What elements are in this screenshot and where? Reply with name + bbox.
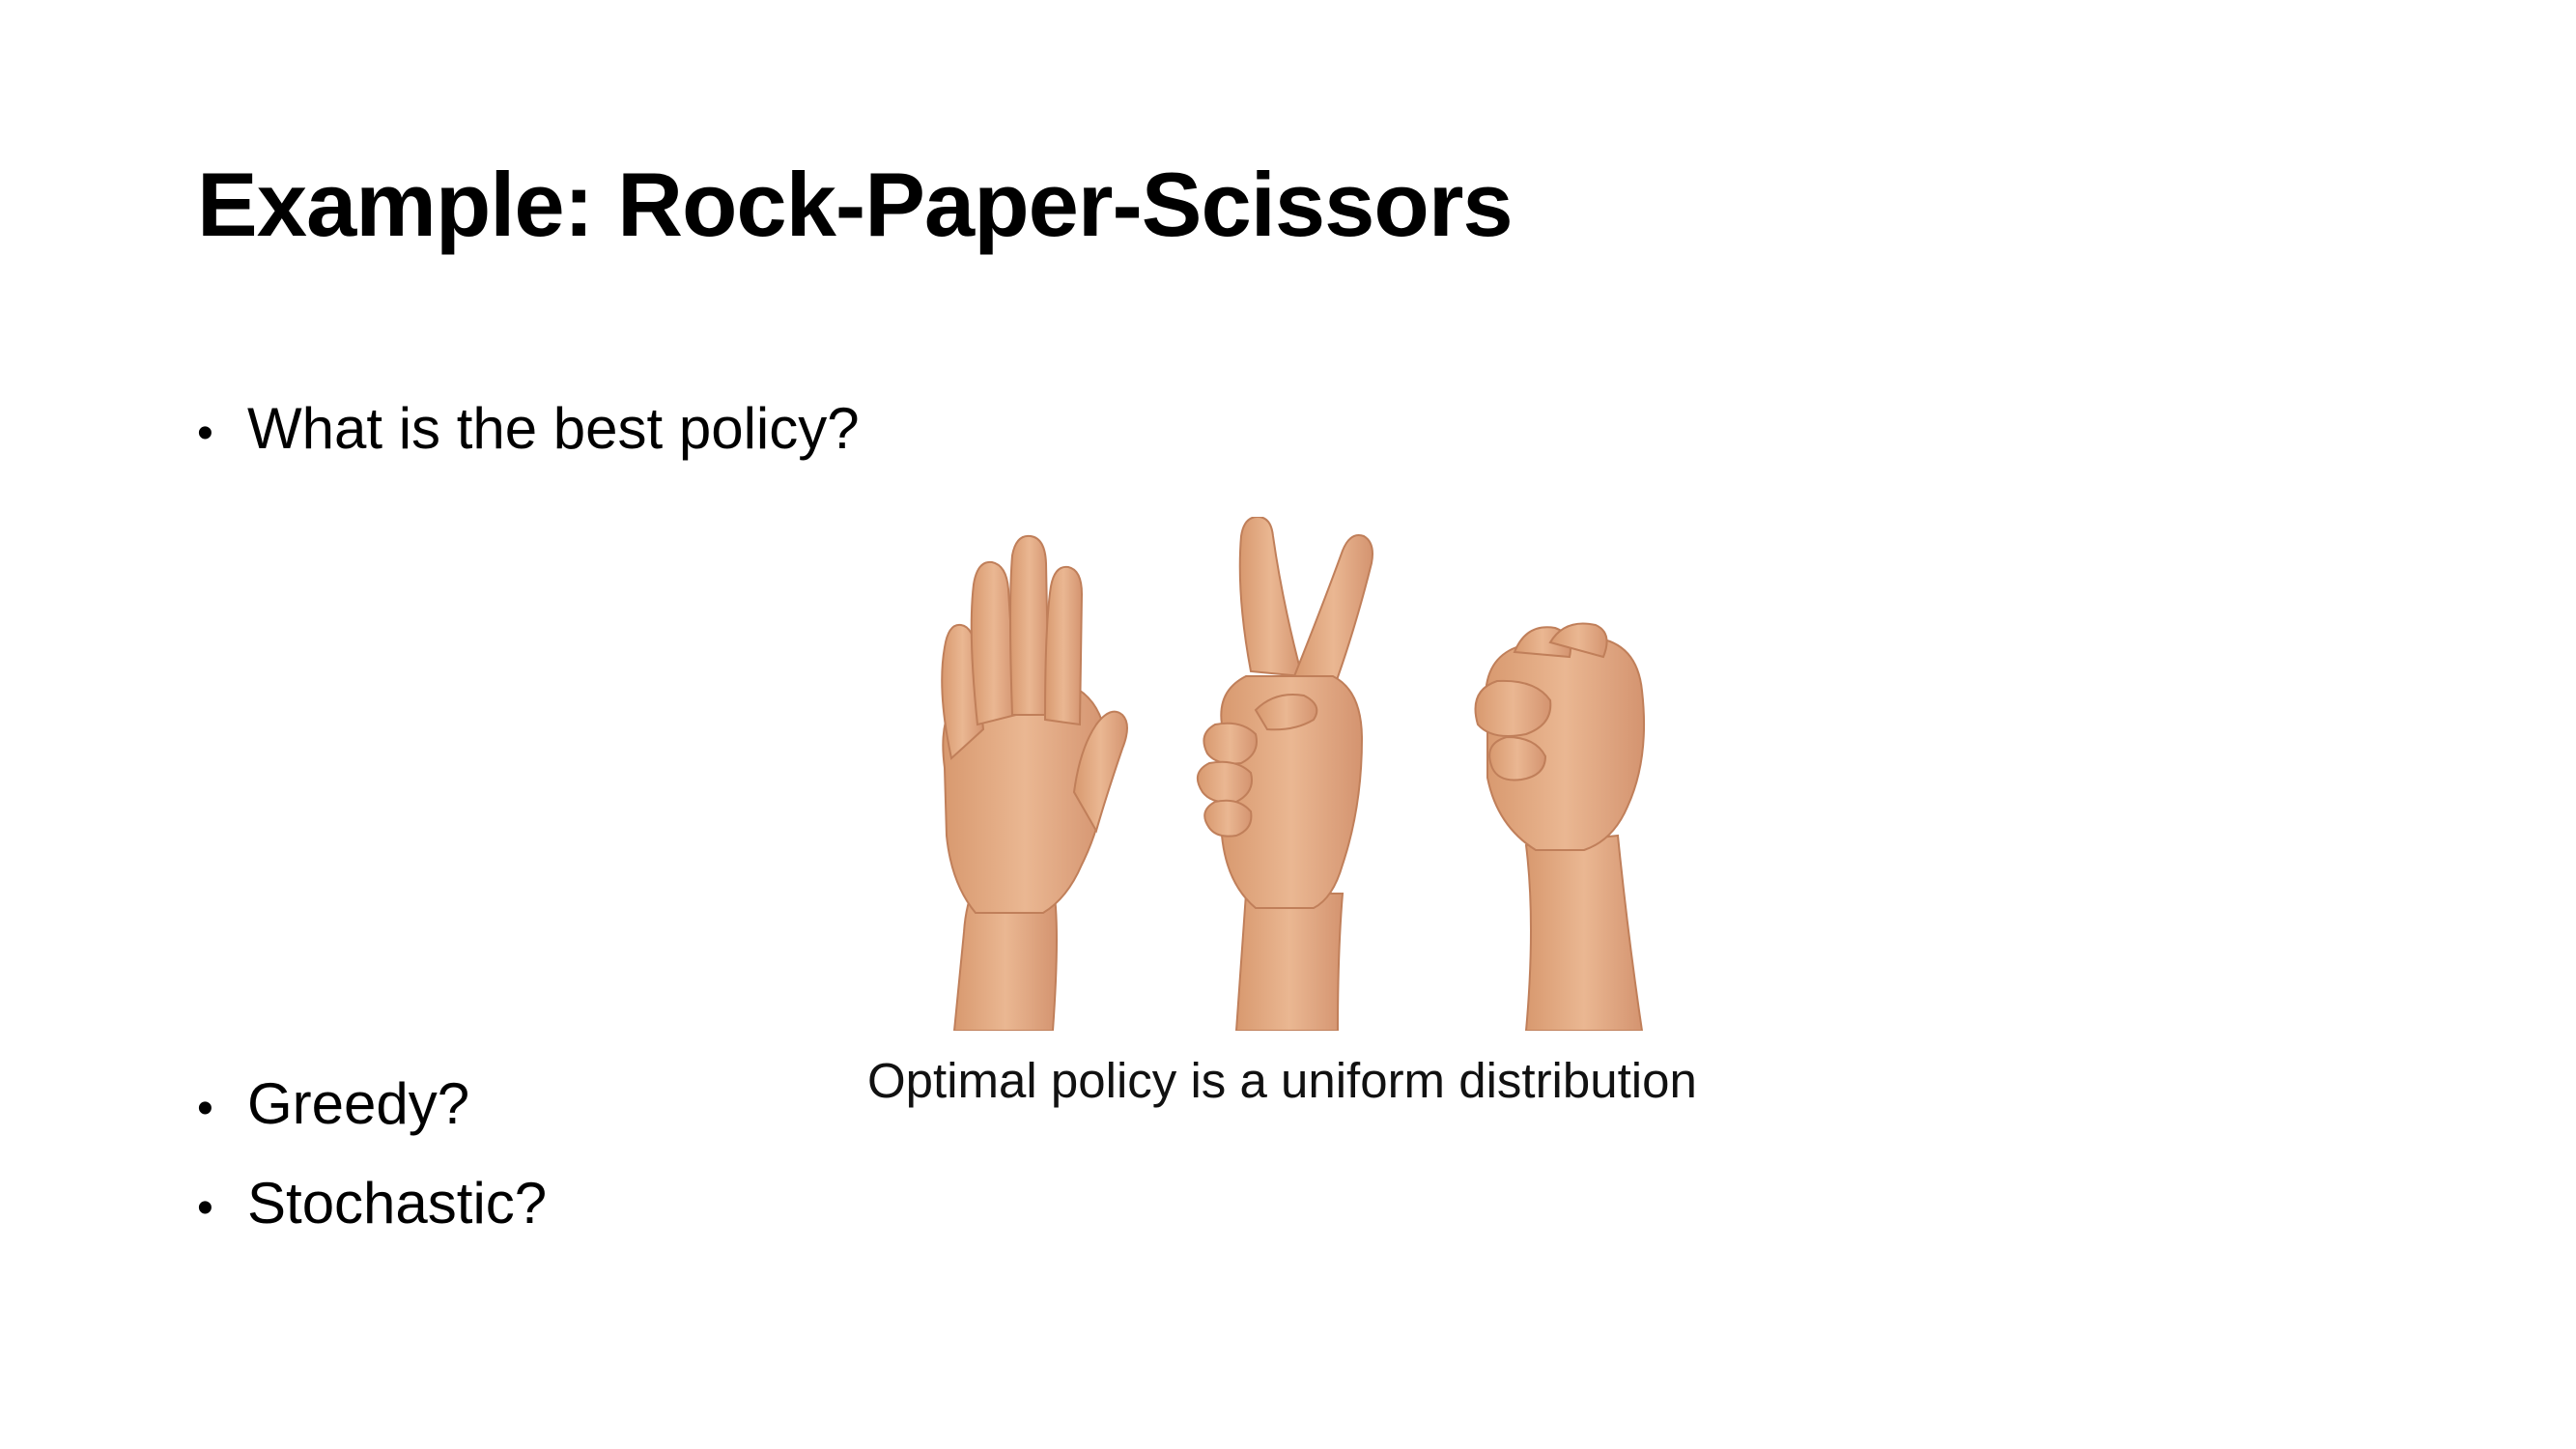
fist-hand-icon [1474,622,1646,1031]
bullet-marker: • [197,1182,213,1234]
bullet-item: • Stochastic? [197,1169,547,1238]
bullet-marker: • [197,1083,213,1134]
bullet-text: Greedy? [247,1071,470,1136]
bullet-text: Stochastic? [247,1171,548,1236]
rock-paper-scissors-hands-image [941,517,1646,1031]
slide-title: Example: Rock-Paper-Scissors [197,154,1514,255]
bullet-marker: • [197,408,213,459]
bullet-text: What is the best policy? [247,396,860,461]
bullet-item: • Greedy? [197,1069,469,1139]
bullet-item: • What is the best policy? [197,394,860,464]
image-caption: Optimal policy is a uniform distribution [867,1053,1697,1108]
scissors-v-hand-icon [1196,517,1373,1031]
open-palm-hand-icon [941,534,1128,1031]
